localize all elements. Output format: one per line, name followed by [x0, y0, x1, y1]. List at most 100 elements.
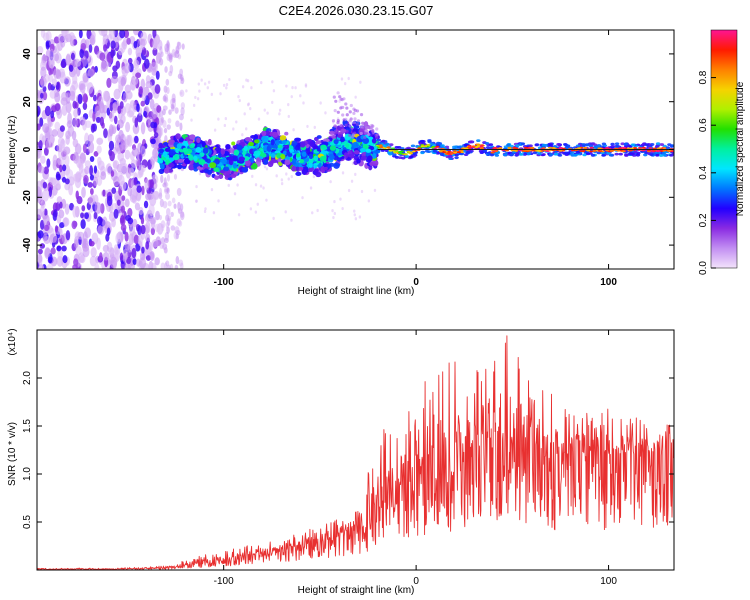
- spectrogram-cell: [381, 139, 386, 143]
- spectrogram-cell: [649, 153, 654, 156]
- spectrogram-cell: [456, 145, 462, 149]
- spectrogram-cell: [125, 134, 131, 146]
- spectrogram-cell: [551, 147, 556, 149]
- spectrogram-cell: [280, 178, 284, 182]
- spectrogram-cell: [347, 153, 355, 159]
- spectrogram-cell: [621, 150, 626, 153]
- spectrogram-cell: [124, 263, 131, 269]
- y-tick-label: 20: [22, 96, 33, 108]
- spectrogram-cell: [84, 132, 89, 145]
- spectrogram-cell: [230, 173, 237, 178]
- spectrogram-cell: [124, 231, 129, 242]
- spectrogram-cell: [519, 152, 524, 156]
- spectrogram-cell: [102, 189, 106, 197]
- spectrogram-cell: [295, 144, 301, 152]
- spectrogram-cell: [353, 213, 356, 217]
- spectrogram-cell: [596, 151, 601, 155]
- spectrogram-cell: [331, 209, 334, 213]
- spectrogram-cell: [68, 183, 74, 196]
- spectrogram-cell: [162, 119, 167, 129]
- spectrogram-cell: [159, 110, 164, 119]
- spectrogram-cell: [102, 90, 109, 102]
- spectrogram-cell: [159, 163, 165, 170]
- spectrogram-cell: [92, 94, 97, 102]
- spectrogram-cell: [115, 232, 122, 245]
- spectrogram-cell: [199, 152, 205, 158]
- spectrogram-cell: [250, 163, 258, 170]
- spectrogram-cell: [110, 75, 119, 84]
- spectrogram-cell: [349, 103, 353, 108]
- spectrogram-cell: [131, 247, 137, 259]
- spectrogram-cell: [168, 162, 175, 168]
- spectrogram-cell: [135, 47, 143, 58]
- spectrogram-cell: [265, 167, 269, 171]
- spectrogram-cell: [151, 148, 158, 159]
- spectrogram-cell: [195, 199, 198, 203]
- spectrogram-cell: [87, 68, 95, 78]
- spectrogram-panel: -100 0 100 40 20 0 -20 -40 Height of straight …: [7, 29, 675, 297]
- spectrogram-cell: [316, 147, 321, 152]
- spectrogram-cell: [73, 239, 79, 249]
- spectrogram-cell: [160, 237, 166, 245]
- spectrogram-cell: [166, 124, 171, 130]
- spectrogram-cell: [541, 143, 547, 147]
- spectrogram-cell: [248, 141, 254, 147]
- spectrogram-cell: [150, 121, 156, 129]
- spectrogram-cell: [150, 227, 155, 236]
- spectrogram-cell: [54, 91, 61, 103]
- spectrogram-cell: [623, 142, 629, 146]
- spectrogram-cell: [553, 152, 559, 156]
- spectrogram-cell: [643, 153, 648, 157]
- spectrogram-cell: [174, 226, 180, 234]
- spectrogram-cell: [340, 77, 344, 81]
- spectrogram-cell: [308, 161, 313, 168]
- spectrogram-cell: [453, 151, 458, 154]
- spectrogram-cell: [266, 111, 269, 115]
- spectrogram-cell: [628, 149, 633, 152]
- snr-multiplier: (x10⁴): [7, 328, 18, 355]
- spectrogram-cell: [190, 118, 193, 122]
- spectrogram-cell: [217, 117, 220, 121]
- spectrogram-cell: [79, 48, 85, 59]
- spectrogram-cell: [81, 205, 86, 212]
- spectrogram-cell: [46, 114, 52, 123]
- spectrogram-cell: [134, 243, 141, 252]
- spectrogram-cell: [246, 79, 250, 83]
- spectrogram-cell: [80, 219, 86, 230]
- spectrogram-cell: [95, 116, 101, 124]
- spectrogram-cell: [370, 125, 374, 130]
- spectrogram-cell: [89, 156, 95, 163]
- spectrogram-cell: [502, 153, 508, 157]
- spectrogram-cell: [46, 263, 54, 269]
- spectrogram-cell: [614, 152, 619, 156]
- spectrogram-cell: [341, 206, 344, 211]
- spectrogram-cell: [133, 40, 138, 49]
- spectrogram-cell: [103, 128, 108, 139]
- spectrogram-cell: [581, 150, 586, 153]
- spectrogram-cell: [166, 40, 170, 49]
- spectrogram-cell: [87, 133, 94, 143]
- spectrogram-cell: [238, 98, 241, 103]
- spectrogram-cell: [354, 172, 357, 176]
- spectrogram-cell: [122, 248, 129, 260]
- colorbar-tick-label: 0.0: [698, 261, 709, 275]
- spectrogram-cell: [84, 212, 89, 220]
- spectrogram-cell: [171, 197, 176, 204]
- spectrogram-cell: [669, 150, 674, 153]
- spectrogram-cell: [333, 199, 336, 204]
- spectrogram-cell: [322, 138, 330, 143]
- spectrogram-cell: [667, 143, 672, 147]
- spectrogram-cell: [108, 30, 116, 40]
- spectrogram-cell: [65, 230, 71, 241]
- spectrogram-cell: [448, 155, 453, 159]
- spectrogram-cell: [110, 256, 118, 269]
- spectrogram-cell: [192, 103, 196, 107]
- spectrogram-cell: [113, 244, 119, 255]
- spectrogram-cell: [120, 76, 126, 87]
- spectrogram-cell: [365, 126, 369, 130]
- spectrogram-cell: [197, 82, 200, 86]
- spectrogram-cell: [253, 133, 259, 141]
- spectrogram-cell: [506, 143, 511, 147]
- spectrogram-cell: [430, 146, 435, 149]
